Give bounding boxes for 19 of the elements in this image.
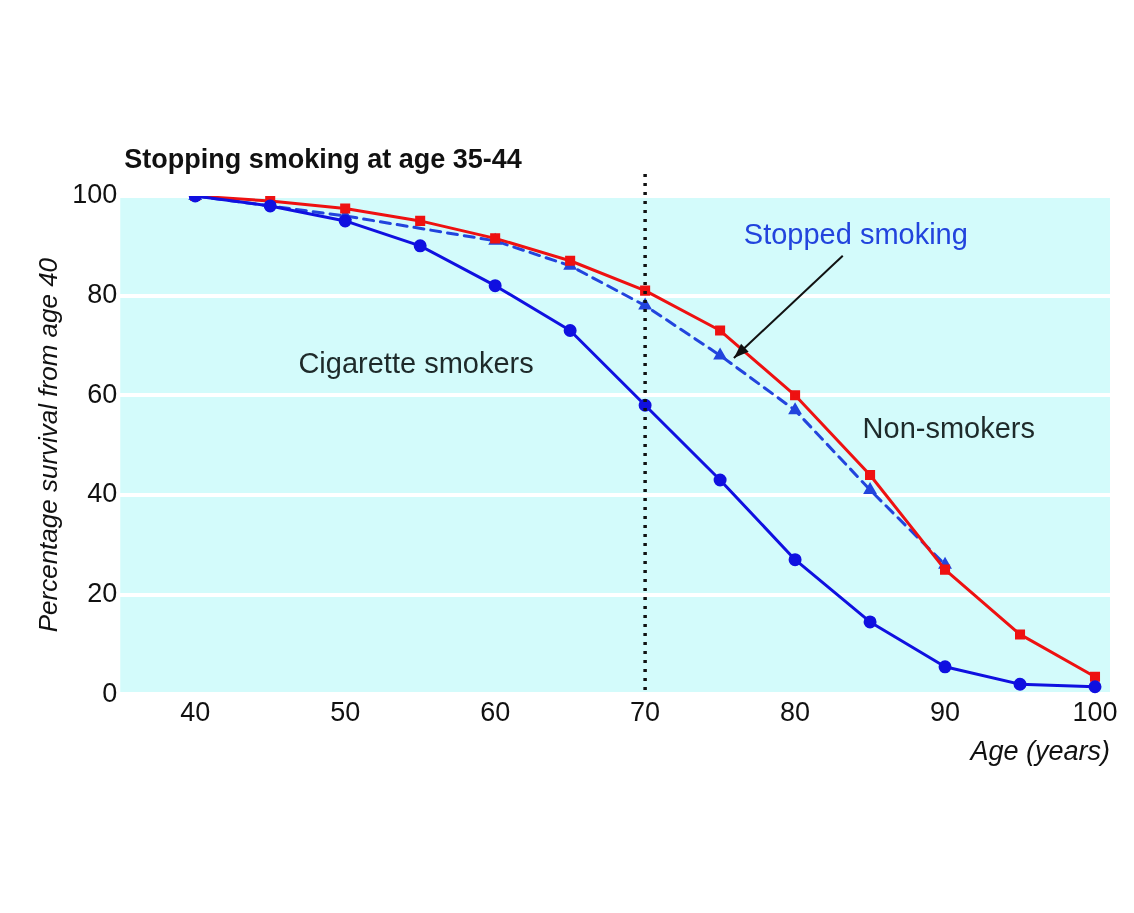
y-tick-label: 60 [87, 378, 118, 409]
series-label: Cigarette smokers [298, 347, 534, 380]
y-tick-label: 0 [102, 677, 118, 708]
y-tick-label: 80 [87, 279, 118, 310]
y-tick-label: 40 [87, 478, 118, 509]
text: Stopped smoking [743, 217, 968, 250]
x-axis-title: Age (years) [968, 736, 1110, 767]
x-tick-label: 50 [330, 696, 361, 727]
x-tick-label: 40 [180, 696, 211, 727]
chart-title: Stopping smoking at age 35-44 [124, 144, 522, 174]
x-tick-label: 90 [930, 696, 961, 727]
x-tick-label: 70 [630, 696, 661, 727]
y-tick-label: 20 [87, 578, 118, 609]
y-tick-label: 100 [72, 179, 118, 210]
y-axis-title: Percentage survival from age 40 [32, 257, 63, 633]
x-tick-label: 80 [780, 696, 811, 727]
series-label: Non-smokers [862, 412, 1035, 445]
x-tick-label: 100 [1072, 696, 1118, 727]
x-tick-label: 60 [480, 696, 511, 727]
